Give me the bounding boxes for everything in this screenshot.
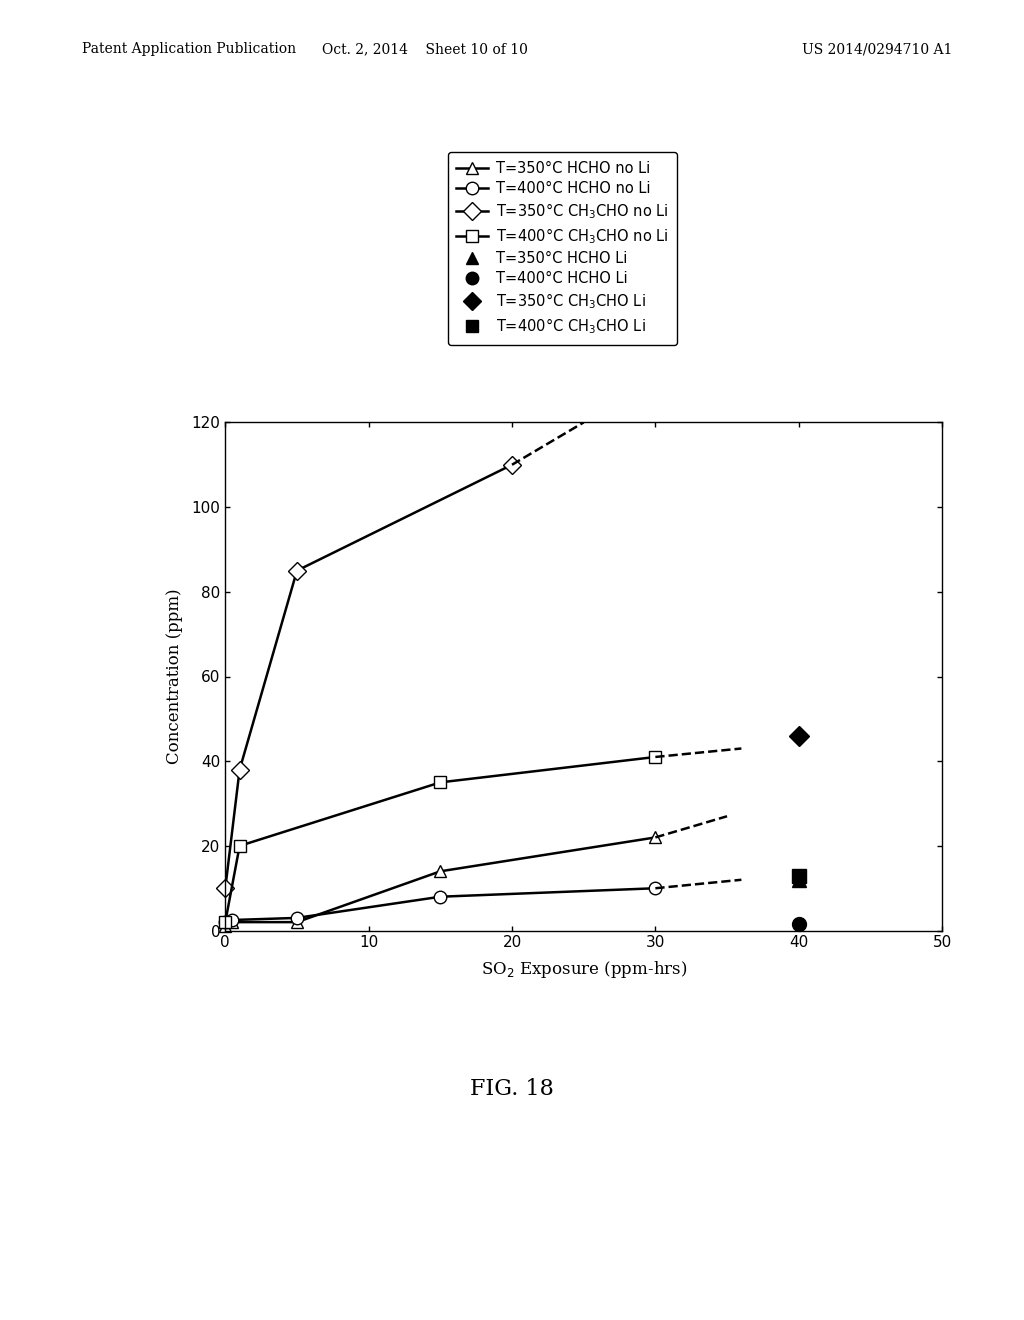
Text: Patent Application Publication: Patent Application Publication [82, 42, 296, 57]
Legend: T=350°C HCHO no Li, T=400°C HCHO no Li, T=350°C CH$_3$CHO no Li, T=400°C CH$_3$C: T=350°C HCHO no Li, T=400°C HCHO no Li, … [447, 153, 677, 345]
Text: Oct. 2, 2014    Sheet 10 of 10: Oct. 2, 2014 Sheet 10 of 10 [322, 42, 528, 57]
Text: US 2014/0294710 A1: US 2014/0294710 A1 [802, 42, 952, 57]
Text: FIG. 18: FIG. 18 [470, 1078, 554, 1100]
X-axis label: SO$_2$ Exposure (ppm-hrs): SO$_2$ Exposure (ppm-hrs) [480, 958, 687, 979]
Y-axis label: Concentration (ppm): Concentration (ppm) [166, 589, 183, 764]
